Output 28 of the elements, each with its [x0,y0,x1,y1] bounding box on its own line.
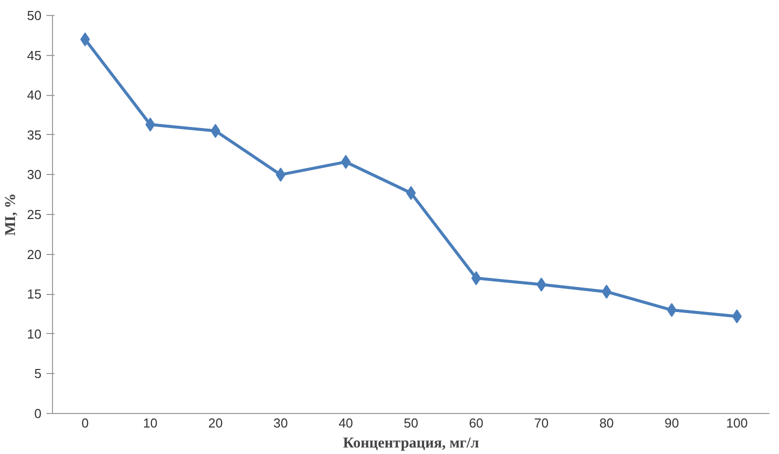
y-tick-label: 45 [27,48,42,63]
y-axis-title: MI, % [3,193,20,236]
x-tick-label: 90 [664,416,679,430]
point [666,303,677,318]
x-tick-label: 30 [273,416,288,430]
x-tick-label: 40 [338,416,354,430]
y-tick-label: 25 [27,207,42,222]
point [471,271,482,286]
x-tick-label: 0 [81,416,89,430]
x-tick-label: 70 [534,416,549,430]
y-tick-label: 5 [34,366,42,382]
x-tick-label: 20 [208,416,223,430]
y-tick-label: 20 [27,246,42,262]
x-tick-label: 10 [143,416,158,430]
x-tick-label: 60 [468,416,484,430]
y-tick-label: 40 [27,88,42,103]
point [340,154,351,169]
x-tick-label: 80 [599,416,614,430]
x-tick-label: 100 [726,416,748,430]
y-tick-label: 50 [27,8,42,23]
y-tick-label: 10 [27,326,42,342]
y-tick-label: 35 [27,127,42,142]
y-tick-label: 0 [34,406,42,421]
point [145,118,156,132]
y-tick-label: 30 [27,167,42,182]
x-tick-label: 50 [404,416,418,430]
x-axis-title: Концентрация, мг/л [342,436,480,452]
y-tick-label: 15 [27,286,42,302]
